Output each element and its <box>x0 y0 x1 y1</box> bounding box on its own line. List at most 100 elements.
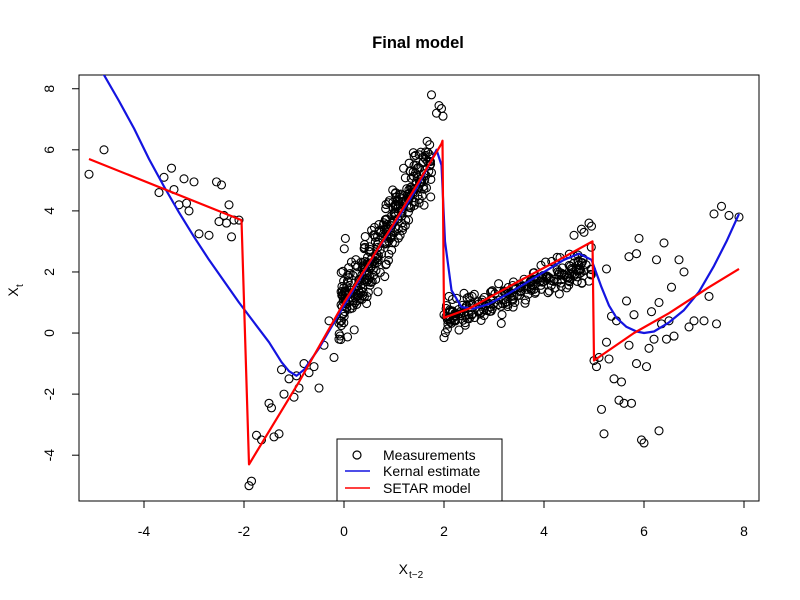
data-point <box>426 90 437 100</box>
data-point <box>426 174 436 184</box>
data-point <box>269 432 279 442</box>
data-point <box>438 111 448 121</box>
data-point <box>179 174 189 184</box>
data-point <box>419 184 429 194</box>
kernal-estimate-line <box>102 75 741 377</box>
data-point <box>689 316 699 326</box>
x-axis: -4 -2 0 2 4 6 8 <box>138 500 748 539</box>
data-point <box>444 291 454 301</box>
data-point <box>666 282 677 292</box>
legend: Measurements Kernal estimate SETAR model <box>336 438 503 502</box>
data-point <box>458 315 468 325</box>
data-point <box>457 300 468 310</box>
data-point <box>497 299 508 309</box>
data-point <box>244 481 254 491</box>
legend-box <box>336 438 503 502</box>
data-point <box>454 325 464 335</box>
data-point <box>614 395 624 405</box>
data-point <box>216 180 227 190</box>
data-point <box>724 210 734 221</box>
legend-marker-circle <box>352 450 362 460</box>
data-point <box>641 362 652 372</box>
data-point <box>644 343 654 353</box>
x-axis-label-subscript: t−2 <box>409 570 424 581</box>
data-point <box>564 269 575 279</box>
chart-title: Final model <box>372 34 464 52</box>
x-axis-label-base: X <box>399 561 409 577</box>
data-point <box>329 352 339 363</box>
data-point <box>664 316 674 326</box>
data-point <box>406 203 416 213</box>
data-point <box>264 398 274 408</box>
data-point <box>604 354 614 364</box>
data-point <box>577 278 587 288</box>
data-point <box>381 260 391 270</box>
data-point <box>416 147 426 157</box>
data-point <box>490 289 500 299</box>
y-tick-label: 6 <box>41 146 57 154</box>
data-point <box>426 192 436 202</box>
data-point <box>577 257 587 268</box>
data-point <box>564 280 574 290</box>
data-point <box>629 310 639 320</box>
data-point <box>503 301 513 312</box>
data-point <box>251 430 262 440</box>
data-point <box>624 340 634 350</box>
data-point <box>279 389 289 399</box>
data-point <box>493 300 503 310</box>
data-point <box>494 279 504 289</box>
data-point <box>596 404 607 414</box>
data-point <box>181 198 192 208</box>
data-point <box>609 374 619 384</box>
data-point <box>550 283 560 293</box>
data-point <box>204 230 214 240</box>
data-point <box>512 290 523 300</box>
data-point <box>439 333 449 343</box>
data-point <box>349 325 359 335</box>
x-tick-label: -2 <box>238 523 251 539</box>
measurement-points <box>84 90 744 491</box>
y-tick-label: 8 <box>41 85 57 93</box>
data-point <box>599 429 609 439</box>
data-point <box>364 275 374 285</box>
data-point <box>409 151 419 161</box>
data-point <box>442 324 452 334</box>
data-point <box>419 200 429 210</box>
data-point <box>497 310 507 320</box>
data-point <box>362 299 372 309</box>
data-point <box>334 318 344 328</box>
data-point <box>360 231 370 242</box>
data-point <box>543 288 553 298</box>
data-point <box>646 307 657 317</box>
data-point <box>539 276 549 286</box>
data-point <box>464 292 474 302</box>
data-point <box>669 331 679 341</box>
data-point <box>601 337 612 347</box>
data-point <box>352 296 362 306</box>
data-point <box>651 255 662 265</box>
plot-frame <box>78 74 760 502</box>
data-point <box>373 287 383 297</box>
data-point <box>346 257 357 267</box>
data-point <box>586 269 596 279</box>
data-point <box>554 289 564 299</box>
data-point <box>221 218 232 228</box>
data-point <box>639 438 649 448</box>
y-tick-label: 4 <box>41 207 57 215</box>
y-tick-label: 0 <box>41 329 57 337</box>
data-point <box>99 145 109 155</box>
data-point <box>418 157 429 167</box>
data-point <box>284 374 294 384</box>
data-point <box>371 275 381 285</box>
data-point <box>711 319 722 329</box>
data-point <box>391 188 401 198</box>
x-tick-label: 4 <box>540 523 548 539</box>
data-point <box>365 247 375 257</box>
data-point <box>528 268 538 278</box>
data-point <box>654 297 664 308</box>
data-point <box>576 224 587 234</box>
data-point <box>400 173 410 183</box>
data-point <box>381 204 391 214</box>
data-point <box>716 201 727 211</box>
data-point <box>358 258 368 268</box>
